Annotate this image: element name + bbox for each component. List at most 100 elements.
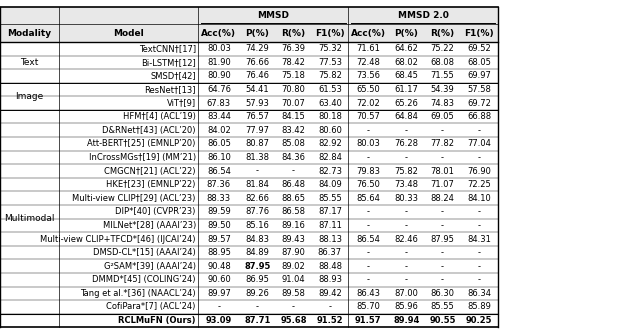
Text: 70.57: 70.57: [356, 112, 380, 121]
Text: 85.08: 85.08: [282, 139, 305, 148]
Text: 91.04: 91.04: [282, 275, 305, 284]
Text: 71.07: 71.07: [431, 180, 454, 189]
Text: 76.28: 76.28: [394, 139, 419, 148]
Text: 75.82: 75.82: [394, 166, 419, 176]
Text: 86.58: 86.58: [282, 207, 305, 216]
Text: 80.90: 80.90: [207, 71, 231, 80]
Text: G²SAM*[39] (AAAI’24): G²SAM*[39] (AAAI’24): [104, 262, 196, 271]
Text: -: -: [478, 153, 481, 162]
Text: DIP*[40] (CVPR’23): DIP*[40] (CVPR’23): [115, 207, 196, 216]
Text: 86.37: 86.37: [318, 248, 342, 257]
Text: -: -: [405, 262, 408, 271]
Text: 84.36: 84.36: [282, 153, 305, 162]
Text: 80.33: 80.33: [394, 194, 419, 203]
Text: -: -: [292, 166, 295, 176]
Text: TextCNN†[17]: TextCNN†[17]: [139, 44, 196, 53]
Text: 80.03: 80.03: [356, 139, 380, 148]
Text: 85.16: 85.16: [245, 221, 269, 230]
Text: 90.48: 90.48: [207, 262, 231, 271]
Text: F1(%): F1(%): [315, 29, 345, 38]
Text: 57.93: 57.93: [245, 99, 269, 108]
Text: 75.82: 75.82: [318, 71, 342, 80]
Text: 84.83: 84.83: [245, 235, 269, 243]
Text: 82.73: 82.73: [318, 166, 342, 176]
Text: 90.25: 90.25: [466, 316, 493, 325]
Text: -: -: [256, 166, 259, 176]
Text: 84.89: 84.89: [245, 248, 269, 257]
Text: 86.34: 86.34: [467, 289, 492, 298]
Text: 75.22: 75.22: [431, 44, 454, 53]
Text: RCLMuFN (Ours): RCLMuFN (Ours): [118, 316, 196, 325]
Text: 85.64: 85.64: [356, 194, 380, 203]
Text: 72.02: 72.02: [356, 99, 380, 108]
Text: 87.36: 87.36: [207, 180, 231, 189]
Text: 70.07: 70.07: [282, 99, 305, 108]
Text: DMMD*[45] (COLING’24): DMMD*[45] (COLING’24): [92, 275, 196, 284]
Text: 65.26: 65.26: [394, 99, 419, 108]
Text: 86.30: 86.30: [431, 289, 454, 298]
Text: 68.02: 68.02: [394, 58, 419, 67]
Text: 77.53: 77.53: [318, 58, 342, 67]
Text: 89.97: 89.97: [207, 289, 231, 298]
Text: 82.92: 82.92: [318, 139, 342, 148]
Text: 67.83: 67.83: [207, 99, 231, 108]
Text: 73.48: 73.48: [394, 180, 419, 189]
Text: 89.94: 89.94: [393, 316, 420, 325]
Text: -: -: [367, 275, 370, 284]
Text: 75.32: 75.32: [318, 44, 342, 53]
Text: 86.10: 86.10: [207, 153, 231, 162]
Text: 91.57: 91.57: [355, 316, 381, 325]
Text: 87.95: 87.95: [431, 235, 454, 243]
Text: P(%): P(%): [245, 29, 269, 38]
Text: 89.57: 89.57: [207, 235, 231, 243]
Text: 86.48: 86.48: [282, 180, 305, 189]
Text: 90.55: 90.55: [429, 316, 456, 325]
Text: -: -: [478, 275, 481, 284]
Text: -: -: [328, 302, 332, 312]
Text: 89.59: 89.59: [207, 207, 231, 216]
Text: R(%): R(%): [431, 29, 454, 38]
Text: -: -: [367, 126, 370, 135]
Text: -: -: [478, 126, 481, 135]
Text: 76.39: 76.39: [282, 44, 305, 53]
Text: 87.95: 87.95: [244, 262, 271, 271]
Text: -: -: [405, 126, 408, 135]
Text: 86.54: 86.54: [356, 235, 380, 243]
Text: 87.17: 87.17: [318, 207, 342, 216]
Text: 86.54: 86.54: [207, 166, 231, 176]
Text: 86.95: 86.95: [245, 275, 269, 284]
Text: ViT†[9]: ViT†[9]: [166, 99, 196, 108]
Text: 74.83: 74.83: [431, 99, 454, 108]
Text: -: -: [478, 207, 481, 216]
Text: 95.68: 95.68: [280, 316, 307, 325]
Text: 89.16: 89.16: [282, 221, 305, 230]
Text: 71.61: 71.61: [356, 44, 380, 53]
Text: 80.18: 80.18: [318, 112, 342, 121]
Bar: [0, 7, 498, 42]
Text: -: -: [367, 153, 370, 162]
Text: 76.57: 76.57: [245, 112, 269, 121]
Text: 64.76: 64.76: [207, 85, 231, 94]
Text: 81.38: 81.38: [245, 153, 269, 162]
Text: -: -: [478, 262, 481, 271]
Text: MILNet*[28] (AAAI’23): MILNet*[28] (AAAI’23): [102, 221, 196, 230]
Text: HFM†[4] (ACL’19): HFM†[4] (ACL’19): [123, 112, 196, 121]
Text: 64.62: 64.62: [394, 44, 419, 53]
Text: DMSD-CL*[15] (AAAI’24): DMSD-CL*[15] (AAAI’24): [93, 248, 196, 257]
Text: 85.96: 85.96: [394, 302, 419, 312]
Text: 54.39: 54.39: [431, 85, 454, 94]
Text: 89.42: 89.42: [318, 289, 342, 298]
Text: Text: Text: [20, 58, 38, 67]
Text: -: -: [405, 248, 408, 257]
Text: 88.33: 88.33: [207, 194, 231, 203]
Text: 80.87: 80.87: [245, 139, 269, 148]
Text: 76.46: 76.46: [245, 71, 269, 80]
Text: 83.44: 83.44: [207, 112, 231, 121]
Text: ResNet†[13]: ResNet†[13]: [145, 85, 196, 94]
Text: -: -: [478, 221, 481, 230]
Text: 80.60: 80.60: [318, 126, 342, 135]
Text: 89.43: 89.43: [282, 235, 305, 243]
Text: 88.95: 88.95: [207, 248, 231, 257]
Text: 84.02: 84.02: [207, 126, 231, 135]
Text: InCrossMGs†[19] (MM’21): InCrossMGs†[19] (MM’21): [89, 153, 196, 162]
